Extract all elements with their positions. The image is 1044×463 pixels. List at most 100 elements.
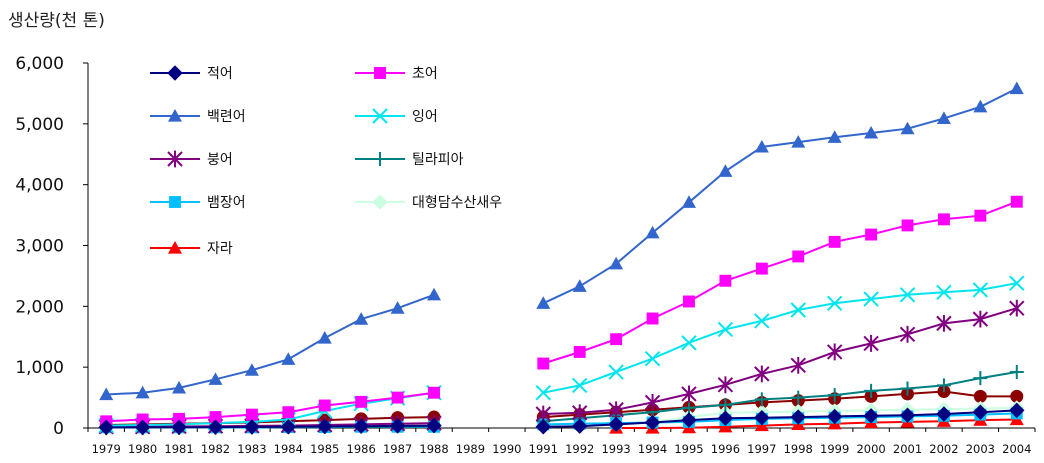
data-point xyxy=(681,412,697,428)
data-point xyxy=(135,385,150,399)
x-tick-label: 1996 xyxy=(711,442,740,456)
data-point xyxy=(167,150,183,168)
data-point xyxy=(281,352,296,365)
data-point xyxy=(536,296,551,309)
data-point xyxy=(317,330,332,344)
y-tick-label: 5,000 xyxy=(15,115,64,135)
data-point xyxy=(754,409,770,426)
data-point xyxy=(863,291,879,307)
x-tick-label: 1986 xyxy=(347,442,376,456)
x-tick-label: 2002 xyxy=(929,442,958,456)
data-point xyxy=(972,310,989,328)
data-point xyxy=(863,408,879,424)
data-point xyxy=(535,385,551,401)
series-line xyxy=(106,307,1018,428)
data-point xyxy=(900,121,915,135)
data-point xyxy=(168,109,182,122)
legend-item: 틸라피아 xyxy=(355,152,464,168)
data-point xyxy=(572,418,588,434)
data-point xyxy=(900,381,915,396)
data-point xyxy=(826,343,843,361)
legend-item: 적어 xyxy=(150,65,233,82)
y-tick-label: 0 xyxy=(53,419,64,439)
data-point xyxy=(718,397,733,412)
data-point xyxy=(937,213,950,226)
series-line xyxy=(106,87,1018,396)
data-point xyxy=(390,301,405,314)
data-point xyxy=(790,302,806,318)
x-tick-label: 1991 xyxy=(529,442,558,456)
data-point xyxy=(899,325,916,343)
data-point xyxy=(754,139,769,153)
series-4 xyxy=(98,275,1025,434)
data-point xyxy=(718,164,733,177)
legend-label: 뱀장어 xyxy=(207,195,246,211)
data-point xyxy=(719,274,732,287)
series-3 xyxy=(99,81,1024,401)
series-line xyxy=(106,282,1017,427)
data-point xyxy=(171,419,187,435)
data-point xyxy=(1010,389,1024,403)
legend-item: 초어 xyxy=(355,66,438,82)
data-point xyxy=(717,376,734,394)
x-tick-label: 2004 xyxy=(1002,442,1031,456)
data-point xyxy=(790,356,806,374)
data-point xyxy=(318,399,331,412)
data-point xyxy=(863,335,879,352)
data-point xyxy=(644,394,661,411)
data-point xyxy=(535,419,551,435)
legend-label: 초어 xyxy=(412,66,438,82)
x-tick-label: 1995 xyxy=(674,442,703,456)
data-point xyxy=(644,350,661,367)
data-point xyxy=(973,371,988,386)
x-tick-label: 1993 xyxy=(601,442,630,456)
data-point xyxy=(865,228,878,241)
data-point xyxy=(317,418,333,435)
data-point xyxy=(1009,402,1025,419)
data-point xyxy=(754,365,770,383)
data-point xyxy=(973,99,988,113)
data-point xyxy=(1009,299,1025,317)
data-point xyxy=(168,241,182,254)
data-point xyxy=(826,408,843,425)
legend-label: 대형담수산새우 xyxy=(412,195,502,211)
series-1 xyxy=(98,402,1025,436)
data-point xyxy=(374,67,386,79)
data-point xyxy=(901,219,914,232)
data-point xyxy=(681,335,697,351)
x-tick-label: 2000 xyxy=(856,442,885,456)
data-point xyxy=(936,284,952,301)
data-point xyxy=(428,386,440,399)
data-point xyxy=(537,357,550,370)
data-point xyxy=(372,194,388,210)
data-point xyxy=(172,380,187,394)
data-point xyxy=(173,412,186,425)
x-tick-label: 1987 xyxy=(383,442,412,456)
data-point xyxy=(427,287,442,301)
legend-item: 뱀장어 xyxy=(150,195,246,211)
data-point xyxy=(167,65,183,81)
data-point xyxy=(864,383,879,398)
data-point xyxy=(353,418,369,434)
x-tick-label: 1984 xyxy=(274,442,303,456)
x-tick-label: 1983 xyxy=(237,442,266,456)
data-point xyxy=(1009,365,1024,380)
y-tick-label: 2,000 xyxy=(15,297,64,317)
data-point xyxy=(717,410,734,426)
data-point xyxy=(208,372,223,385)
data-point xyxy=(681,385,697,403)
data-point xyxy=(791,390,806,405)
data-point xyxy=(1009,81,1024,95)
data-point xyxy=(681,195,696,208)
data-point xyxy=(791,135,806,148)
data-point xyxy=(973,389,987,403)
data-point xyxy=(354,312,369,325)
data-point xyxy=(1009,275,1025,291)
x-tick-label: 1999 xyxy=(820,442,849,456)
series-line xyxy=(616,418,1017,429)
data-point xyxy=(718,419,733,433)
data-point xyxy=(573,346,586,358)
x-tick-label: 1997 xyxy=(747,442,776,456)
data-point xyxy=(790,409,806,425)
y-tick-label: 3,000 xyxy=(15,237,64,257)
